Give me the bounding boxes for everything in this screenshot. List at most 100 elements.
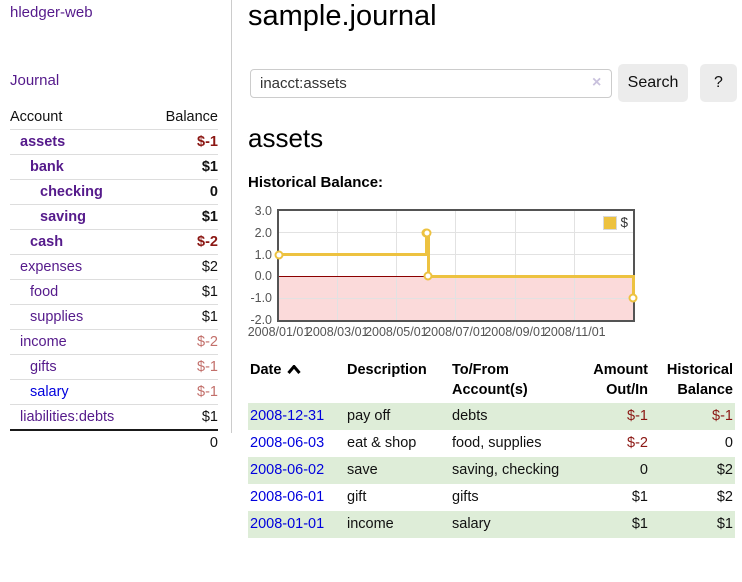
register-header-balance: Historical Balance: [666, 362, 733, 398]
transaction-date-link[interactable]: 2008-06-01: [250, 489, 325, 505]
account-row: assets $-1: [10, 129, 218, 155]
clear-search-icon[interactable]: ×: [592, 74, 602, 91]
account-balance: $2: [148, 254, 218, 280]
account-balance: $-2: [148, 329, 218, 355]
register-row: 2008-01-01 income salary $1 $1: [248, 511, 735, 538]
y-axis-tick-label: 0.0: [254, 269, 272, 284]
account-row: bank $1: [10, 154, 218, 180]
account-row: gifts $-1: [10, 354, 218, 380]
gridline: [279, 254, 633, 256]
transaction-balance: $2: [716, 462, 733, 478]
transaction-accounts: debts: [452, 408, 488, 424]
sidebar-item-journal[interactable]: Journal: [10, 72, 60, 89]
series-line-segment: [424, 231, 428, 257]
accounts-header-balance: Balance: [165, 109, 218, 125]
transaction-description: eat & shop: [347, 435, 417, 451]
transaction-date-link[interactable]: 2008-06-03: [250, 435, 325, 451]
account-balance: $-1: [148, 379, 218, 405]
account-link[interactable]: assets: [20, 134, 66, 150]
x-axis-tick-label: 2008/01/01: [247, 325, 311, 339]
transaction-amount: $1: [631, 516, 648, 532]
transaction-accounts: gifts: [452, 489, 479, 505]
sort-ascending-icon: [287, 365, 302, 374]
register-header-description: Description: [347, 362, 427, 378]
account-row: salary $-1: [10, 379, 218, 405]
account-row: income $-2: [10, 329, 218, 355]
page-title: sample.journal: [248, 0, 437, 32]
register-header-accounts: To/From Account(s): [452, 362, 528, 398]
account-link[interactable]: cash: [30, 234, 64, 250]
series-line-segment: [428, 274, 633, 278]
accounts-total-spacer: [10, 429, 149, 455]
account-balance: $-1: [148, 129, 218, 155]
search-button[interactable]: Search: [618, 64, 688, 102]
transaction-amount: $1: [631, 489, 648, 505]
y-axis-tick-label: -2.0: [250, 313, 272, 327]
transaction-balance: $2: [716, 489, 733, 505]
y-axis-tick-label: 3.0: [254, 204, 272, 218]
gridline: [279, 232, 633, 234]
sidebar: hledger-web Journal Account Balance asse…: [0, 0, 232, 455]
transaction-accounts: food, supplies: [452, 435, 542, 451]
account-balance: $1: [148, 154, 218, 180]
brand-link[interactable]: hledger-web: [10, 4, 93, 21]
gridline: [455, 211, 456, 320]
account-balance: $1: [148, 204, 218, 230]
accounts-total-row: 0: [10, 429, 218, 455]
main-content: sample.journal × Search ? assets Histori…: [248, 0, 742, 582]
search-input[interactable]: [250, 69, 612, 98]
account-link[interactable]: expenses: [20, 259, 83, 275]
register-row: 2008-06-01 gift gifts $1 $2: [248, 484, 735, 511]
account-heading: assets: [248, 123, 324, 153]
gridline: [515, 211, 517, 320]
account-link[interactable]: food: [30, 284, 59, 300]
register-header-amount: Amount Out/In: [593, 362, 648, 398]
transaction-date-link[interactable]: 2008-12-31: [250, 408, 325, 424]
search-form: × Search ?: [248, 64, 742, 104]
account-balance: $-2: [148, 229, 218, 255]
account-link[interactable]: checking: [40, 184, 103, 200]
register-header-date[interactable]: Date: [248, 357, 345, 403]
account-link[interactable]: income: [20, 334, 67, 350]
account-balance: $1: [148, 404, 218, 430]
data-point-marker: [628, 293, 638, 303]
help-button[interactable]: ?: [700, 64, 737, 102]
gridline: [279, 297, 633, 299]
account-balance: $1: [148, 279, 218, 305]
account-link[interactable]: salary: [30, 384, 69, 400]
account-link[interactable]: liabilities:debts: [20, 409, 115, 425]
account-row: cash $-2: [10, 229, 218, 255]
transaction-date-link[interactable]: 2008-06-02: [250, 462, 325, 478]
transaction-description: save: [347, 462, 378, 478]
account-link[interactable]: bank: [30, 159, 64, 175]
x-axis-tick-label: 2008/03/01: [305, 325, 369, 339]
gridline: [574, 211, 576, 320]
account-balance: $-1: [148, 354, 218, 380]
x-axis-tick-label: 2008/09/01: [484, 325, 547, 339]
account-row: liabilities:debts $1: [10, 404, 218, 430]
transaction-date-link[interactable]: 2008-01-01: [250, 516, 325, 532]
account-link[interactable]: saving: [40, 209, 86, 225]
transaction-accounts: salary: [452, 516, 491, 532]
gridline: [336, 211, 338, 320]
historical-balance-chart: $ 3.0 2.0 1.0 0.0 -1.0 -2.0 2008/01/01 2008/03/…: [248, 0, 742, 350]
chart-legend: $: [603, 215, 628, 230]
data-point-marker: [422, 228, 432, 238]
account-link[interactable]: gifts: [30, 359, 57, 375]
series-line-segment: [426, 231, 430, 278]
series-line-segment: [279, 253, 427, 257]
transaction-balance: $1: [716, 516, 733, 532]
transaction-description: income: [347, 516, 394, 532]
y-axis-tick-label: -1.0: [250, 291, 272, 306]
y-axis-tick-label: 1.0: [254, 247, 272, 262]
transaction-amount: $-1: [627, 408, 648, 424]
account-link[interactable]: supplies: [30, 309, 84, 325]
chart-plot-area: $: [274, 209, 638, 322]
gridline: [395, 211, 397, 320]
transaction-balance: $-1: [712, 408, 733, 424]
register-row: 2008-06-02 save saving, checking 0 $2: [248, 457, 735, 484]
x-axis-tick-label: 2008/11/01: [543, 325, 606, 339]
register-row: 2008-12-31 pay off debts $-1 $-1: [248, 403, 735, 430]
data-point-marker: [423, 271, 433, 281]
